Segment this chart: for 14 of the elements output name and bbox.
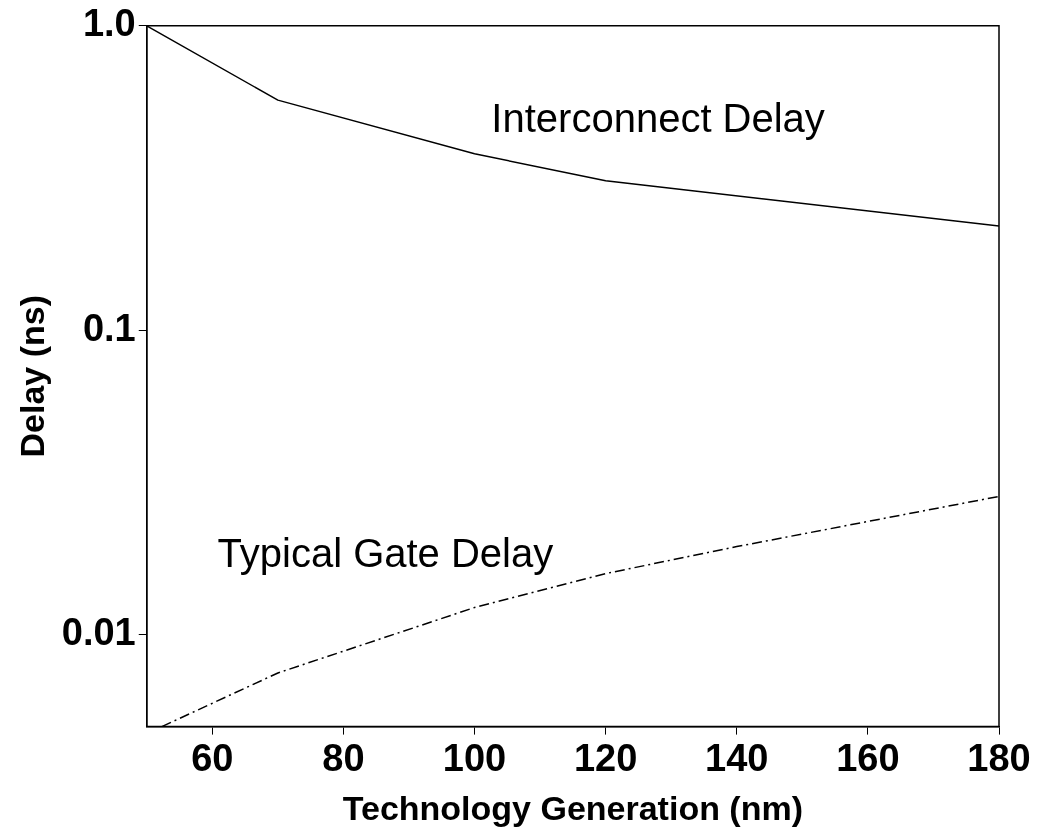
series-label: Interconnect Delay [491,95,825,140]
x-tick-label: 180 [967,736,1031,779]
x-tick-label: 120 [573,736,638,779]
series-label: Typical Gate Delay [217,531,554,576]
y-tick-label: 0.1 [82,306,136,349]
x-tick-label: 140 [705,736,769,779]
x-tick-label: 60 [191,736,234,779]
y-tick-label: 1.0 [82,2,136,45]
x-axis-title: Technology Generation (nm) [342,788,804,827]
x-tick-label: 80 [322,736,365,779]
y-tick-label: 0.01 [61,611,136,654]
x-tick-label: 100 [442,736,507,779]
y-axis-title: Delay (ns) [12,294,51,458]
x-tick-label: 160 [836,736,900,779]
